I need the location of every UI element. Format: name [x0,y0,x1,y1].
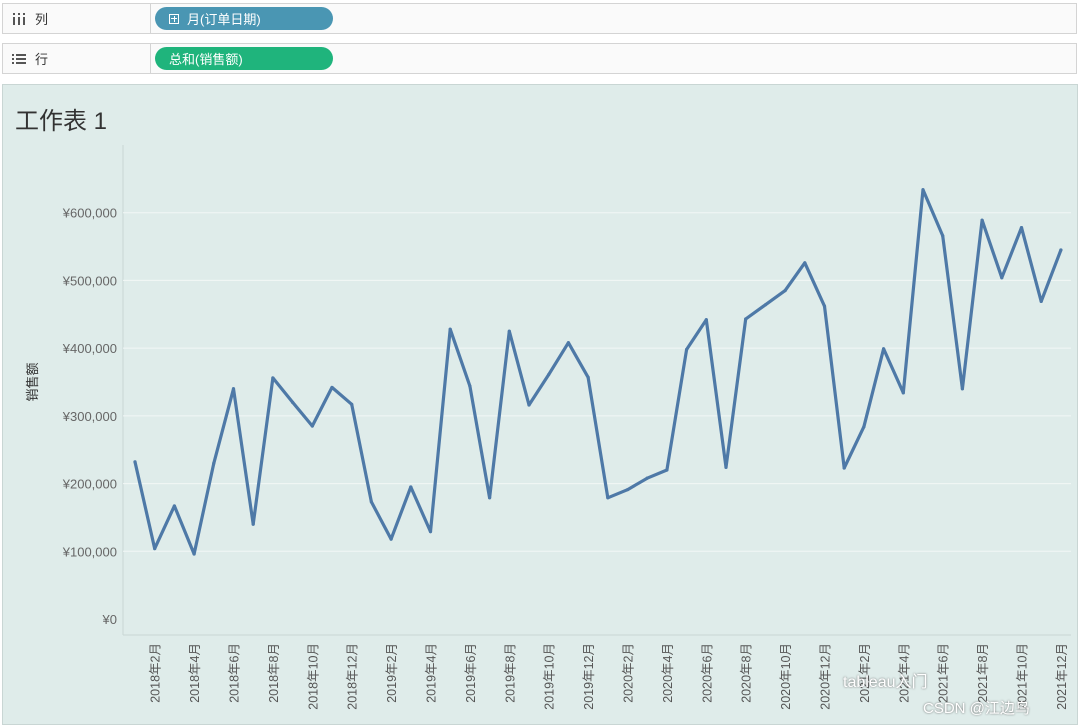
x-tick-label: 2021年2月 [858,643,872,703]
data-point [547,372,551,377]
data-point [1059,248,1063,252]
columns-icon [13,12,25,25]
x-tick-label: 2018年10月 [306,643,320,710]
data-point [251,522,255,526]
data-point [350,402,354,406]
data-point [468,384,472,388]
data-point [901,391,905,395]
x-tick-label: 2021年4月 [897,643,911,703]
data-point [153,546,157,551]
x-tick-label: 2020年6月 [700,643,714,703]
y-tick-label: ¥500,000 [62,273,117,288]
rows-icon [12,53,26,64]
columns-shelf-label: 列 [3,4,151,33]
sheet-title: 工作表 1 [15,108,108,135]
x-tick-label: 2018年4月 [188,643,202,703]
x-tick-label: 2019年10月 [543,643,557,710]
watermark-line2: CSDN @江边鸟 [923,700,1030,717]
data-point [271,376,275,380]
data-point [980,218,984,222]
data-point [586,375,590,379]
x-tick-label: 2021年8月 [976,643,990,703]
x-tick-label: 2021年10月 [1016,643,1030,710]
x-tick-label: 2021年12月 [1055,643,1069,710]
columns-label: 列 [35,12,49,27]
x-tick-label: 2018年6月 [228,643,242,703]
data-point [527,403,531,407]
data-point [1000,276,1004,280]
data-point [704,318,708,322]
data-point [763,303,768,307]
x-tick-label: 2019年12月 [582,643,596,710]
x-tick-label: 2018年8月 [267,643,281,703]
sales-line [133,188,1063,556]
x-tick-label: 2019年8月 [503,643,517,703]
rows-pill-label: 总和(销售额) [169,52,243,67]
data-point [803,261,807,265]
rows-shelf: 行 总和(销售额) [2,43,1077,74]
data-point [231,387,236,391]
data-point [369,500,373,504]
y-axis-title: 销售额 [25,362,40,401]
data-point [409,485,413,489]
data-point [566,341,571,345]
data-point [685,347,689,352]
y-tick-label: ¥0 [102,612,117,627]
data-point [645,476,649,480]
data-point [921,188,925,192]
data-point [1019,226,1024,230]
data-point [428,530,433,534]
data-point [172,504,176,508]
data-point [133,460,137,464]
y-tick-label: ¥200,000 [62,477,117,492]
data-point [842,466,846,470]
data-point [488,496,492,500]
x-tick-label: 2018年2月 [149,643,163,703]
data-point [330,385,334,390]
line-chart: ¥0 ¥100,000 ¥200,000 ¥300,000 ¥400,000 ¥500,0… [25,145,1071,710]
x-tick-label: 2019年2月 [385,643,399,703]
data-point [625,488,630,492]
data-point [448,327,452,331]
data-point [389,537,393,541]
x-tick-label: 2020年2月 [622,643,636,703]
x-tick-label: 2019年4月 [425,643,439,703]
data-point [606,496,610,500]
data-point [212,461,216,465]
rows-shelf-label: 行 [3,44,151,73]
expand-icon[interactable] [169,13,179,24]
data-point [783,288,787,293]
columns-pill[interactable]: 月(订单日期) [155,7,333,30]
watermark-line1: tableau入门 [843,674,928,691]
data-point [960,387,965,391]
worksheet: 工作表 1 ¥0 ¥100,000 ¥200,000 ¥300,000 ¥400,000… [2,84,1078,725]
rows-label: 行 [35,52,49,67]
columns-pill-label: 月(订单日期) [187,12,261,27]
data-point [192,552,196,556]
x-tick-label: 2021年6月 [937,643,951,703]
data-point [310,424,314,428]
x-tick-label: 2020年12月 [819,643,833,710]
x-tick-label: 2019年6月 [464,643,478,703]
columns-shelf: 列 月(订单日期) [2,3,1077,34]
x-tick-label: 2020年10月 [779,643,793,710]
data-point [882,347,886,351]
data-point [507,329,511,333]
y-tick-label: ¥100,000 [62,544,117,559]
y-tick-label: ¥300,000 [62,409,117,424]
data-point [941,234,945,238]
x-tick-label: 2020年4月 [661,643,675,703]
data-point [822,304,827,308]
data-point [665,468,669,472]
y-tick-label: ¥600,000 [62,206,117,221]
rows-pill[interactable]: 总和(销售额) [155,47,333,70]
data-point [744,317,748,321]
x-tick-label: 2020年8月 [740,643,754,703]
data-point [724,465,728,469]
data-point [291,400,295,404]
y-tick-label: ¥400,000 [62,341,117,356]
data-point [862,425,866,429]
data-point [1039,299,1043,304]
x-tick-label: 2018年12月 [346,643,360,710]
